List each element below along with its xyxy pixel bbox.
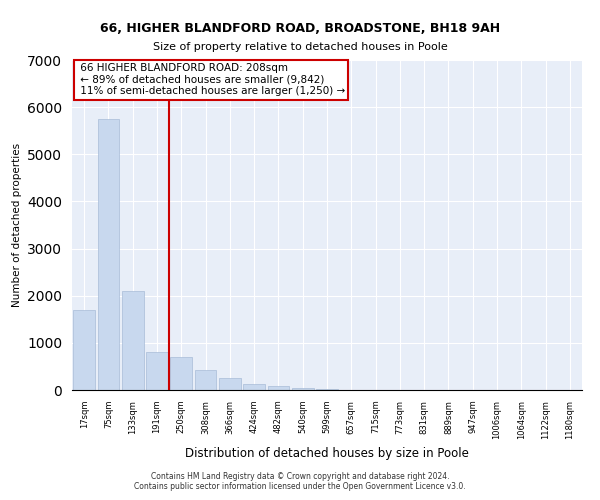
Bar <box>194 370 217 390</box>
Bar <box>122 291 143 390</box>
Text: 66, HIGHER BLANDFORD ROAD, BROADSTONE, BH18 9AH: 66, HIGHER BLANDFORD ROAD, BROADSTONE, B… <box>100 22 500 36</box>
Bar <box>219 378 241 390</box>
Bar <box>268 386 289 390</box>
Bar <box>243 384 265 390</box>
Y-axis label: Number of detached properties: Number of detached properties <box>11 143 22 307</box>
Text: Contains HM Land Registry data © Crown copyright and database right 2024.: Contains HM Land Registry data © Crown c… <box>151 472 449 481</box>
X-axis label: Distribution of detached houses by size in Poole: Distribution of detached houses by size … <box>185 447 469 460</box>
Bar <box>170 357 192 390</box>
Bar <box>292 388 314 390</box>
Text: Size of property relative to detached houses in Poole: Size of property relative to detached ho… <box>152 42 448 52</box>
Text: 66 HIGHER BLANDFORD ROAD: 208sqm
 ← 89% of detached houses are smaller (9,842)
 : 66 HIGHER BLANDFORD ROAD: 208sqm ← 89% o… <box>77 64 346 96</box>
Bar <box>97 119 119 390</box>
Bar <box>146 352 168 390</box>
Bar <box>73 310 95 390</box>
Text: Contains public sector information licensed under the Open Government Licence v3: Contains public sector information licen… <box>134 482 466 491</box>
